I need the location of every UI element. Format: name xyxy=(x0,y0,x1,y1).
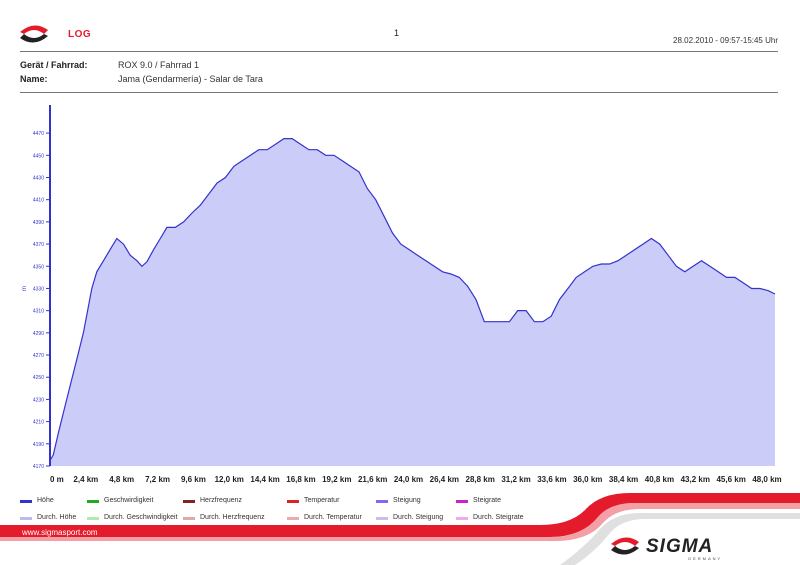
legend-label: Höhe xyxy=(37,497,54,504)
x-tick-label: 2,4 km xyxy=(73,475,98,484)
y-tick-label: 4210 xyxy=(33,420,44,426)
x-tick-label: 45,6 km xyxy=(716,475,745,484)
legend-label: Steigrate xyxy=(473,497,502,504)
x-tick-label: 12,0 km xyxy=(215,475,244,484)
name-value: Jama (Gendarmería) - Salar de Tara xyxy=(118,74,263,84)
divider-top xyxy=(20,51,778,52)
device-value: ROX 9.0 / Fahrrad 1 xyxy=(118,60,200,70)
y-tick-label: 4310 xyxy=(33,309,44,315)
y-tick-label: 4230 xyxy=(33,397,44,403)
legend-label: Geschwirdigkeit xyxy=(104,497,154,504)
legend-label: Temperatur xyxy=(304,497,340,504)
y-tick-label: 4190 xyxy=(33,442,44,448)
y-axis-label: m xyxy=(22,286,28,291)
legend-label: Durch. Geschwindigkeit xyxy=(104,514,178,521)
legend-label: Steigung xyxy=(393,497,421,504)
x-tick-label: 28,8 km xyxy=(466,475,495,484)
x-tick-label: 19,2 km xyxy=(322,475,351,484)
x-tick-label: 43,2 km xyxy=(681,475,710,484)
y-axis: 4170 4190 4210 4230 4250 4270 4290 4310 4330 4350… xyxy=(33,105,51,470)
legend-swatch xyxy=(20,500,32,503)
y-tick-label: 4430 xyxy=(33,175,44,181)
legend-label: Herzfrequenz xyxy=(200,497,243,504)
x-tick-label: 38,4 km xyxy=(609,475,638,484)
footer-banner xyxy=(0,493,800,565)
x-tick-label: 31,2 km xyxy=(501,475,530,484)
elevation-line xyxy=(49,138,776,461)
elevation-area xyxy=(50,138,775,466)
x-tick-label: 48,0 km xyxy=(752,475,781,484)
name-label: Name: xyxy=(20,74,48,84)
x-tick-label: 40,8 km xyxy=(645,475,674,484)
legend-swatch xyxy=(376,517,388,520)
legend-swatch xyxy=(456,517,468,520)
legend-label: Durch. Temperatur xyxy=(304,514,362,521)
x-tick-label: 24,0 km xyxy=(394,475,423,484)
x-axis: 0 m 2,4 km 4,8 km 7,2 km 9,6 km 12,0 km 14,4 k… xyxy=(50,475,782,484)
y-tick-label: 4470 xyxy=(33,131,44,137)
x-tick-label: 36,0 km xyxy=(573,475,602,484)
y-tick-label: 4450 xyxy=(33,153,44,159)
sigma-logo-icon xyxy=(20,25,48,43)
app-title: LOG xyxy=(68,29,92,40)
brand-name: SIGMA xyxy=(646,536,714,557)
footer-url[interactable]: www.sigmasport.com xyxy=(22,528,98,537)
x-tick-label: 7,2 km xyxy=(145,475,170,484)
legend-swatch xyxy=(456,500,468,503)
plot-area xyxy=(49,138,776,466)
x-tick-label: 26,4 km xyxy=(430,475,459,484)
x-tick-label: 4,8 km xyxy=(109,475,134,484)
legend-label: Durch. Höhe xyxy=(37,514,77,521)
legend-label: Durch. Herzfrequenz xyxy=(200,514,265,521)
x-tick-label: 21,6 km xyxy=(358,475,387,484)
device-label: Gerät / Fahrrad: xyxy=(20,60,88,70)
legend-swatch xyxy=(376,500,388,503)
divider-bottom xyxy=(20,92,778,93)
page-number: 1 xyxy=(394,28,400,38)
x-tick-label: 16,8 km xyxy=(286,475,315,484)
y-tick-label: 4270 xyxy=(33,353,44,359)
x-tick-label: 9,6 km xyxy=(181,475,206,484)
legend-swatch xyxy=(20,517,32,520)
legend-swatch xyxy=(87,500,99,503)
datetime: 28.02.2010 - 09:57-15:45 Uhr xyxy=(673,36,778,45)
legend-swatch xyxy=(183,517,195,520)
y-tick-label: 4290 xyxy=(33,331,44,337)
x-tick-label: 14,4 km xyxy=(250,475,279,484)
y-tick-label: 4250 xyxy=(33,375,44,381)
brand-subtitle: GERMANY xyxy=(688,556,723,561)
x-tick-label: 0 m xyxy=(50,475,64,484)
y-tick-label: 4170 xyxy=(33,464,44,470)
x-tick-label: 33,6 km xyxy=(537,475,566,484)
legend-label: Durch. Steigrate xyxy=(473,514,524,521)
legend-label: Durch. Steigung xyxy=(393,514,444,521)
y-tick-label: 4370 xyxy=(33,242,44,248)
y-tick-label: 4390 xyxy=(33,220,44,226)
legend-swatch xyxy=(287,517,299,520)
y-tick-label: 4330 xyxy=(33,286,44,292)
y-tick-label: 4410 xyxy=(33,198,44,204)
legend-swatch xyxy=(87,517,99,520)
sigma-brand-icon xyxy=(611,537,639,555)
legend-swatch xyxy=(183,500,195,503)
legend-swatch xyxy=(287,500,299,503)
y-tick-label: 4350 xyxy=(33,264,44,270)
